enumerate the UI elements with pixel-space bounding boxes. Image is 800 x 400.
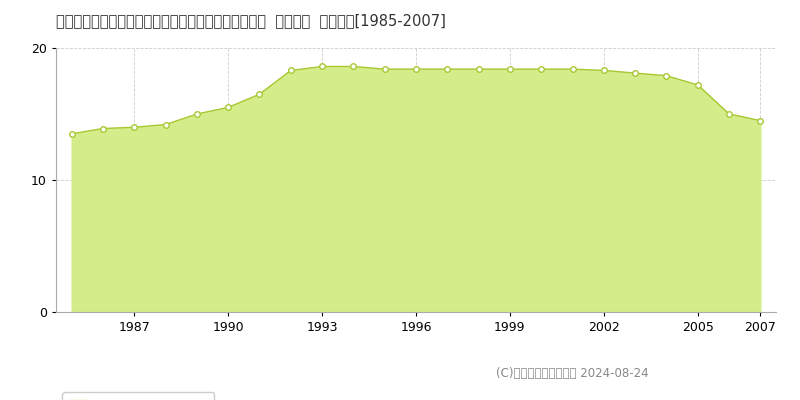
Text: (C)土地価格ドットコム 2024-08-24: (C)土地価格ドットコム 2024-08-24	[496, 367, 649, 380]
Text: 広島県福山市津之郷町大字加屋字内水越３３４番１外  地価公示  地価推移[1985-2007]: 広島県福山市津之郷町大字加屋字内水越３３４番１外 地価公示 地価推移[1985-…	[56, 13, 446, 28]
Legend: 地価公示 平均坊単価(万円/坊): 地価公示 平均坊単価(万円/坊)	[62, 392, 214, 400]
